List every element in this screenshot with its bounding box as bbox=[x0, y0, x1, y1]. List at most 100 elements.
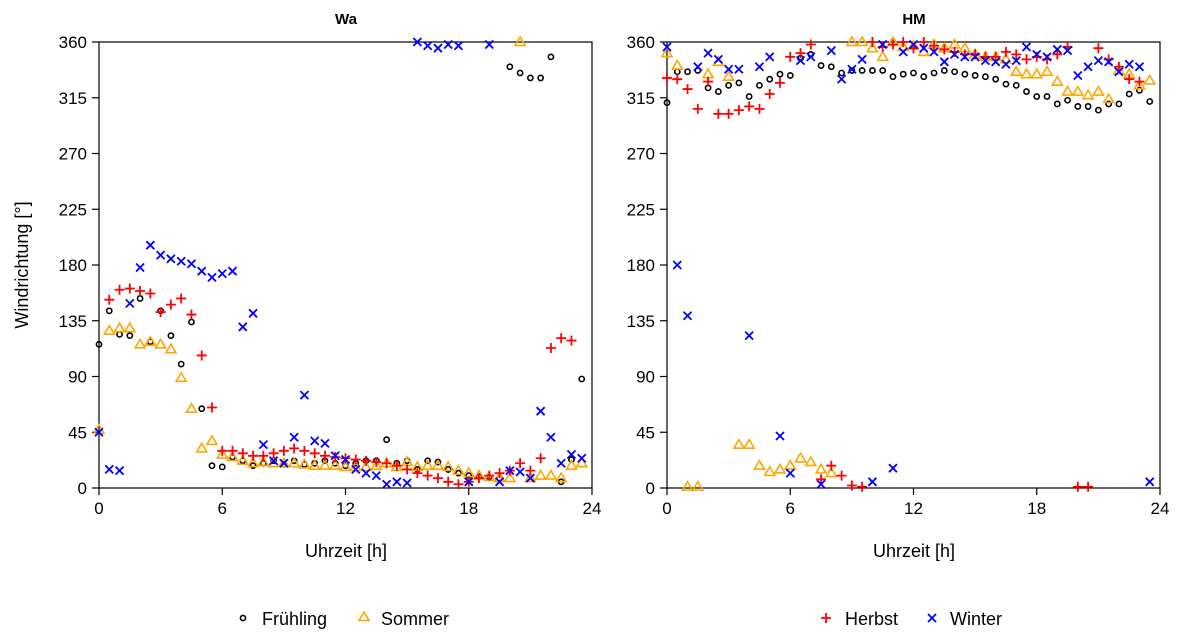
data-point bbox=[878, 39, 888, 50]
data-point bbox=[1134, 62, 1145, 72]
data-points bbox=[92, 35, 589, 490]
data-point bbox=[123, 321, 137, 333]
data-point bbox=[1050, 75, 1064, 86]
data-point bbox=[745, 93, 753, 100]
data-point bbox=[866, 41, 879, 53]
data-point bbox=[287, 456, 301, 468]
data-point bbox=[1009, 65, 1023, 77]
data-point bbox=[526, 74, 534, 82]
x-tick-label: 6 bbox=[786, 499, 795, 518]
data-point bbox=[970, 52, 980, 62]
data-point bbox=[298, 457, 311, 469]
data-point bbox=[114, 466, 125, 476]
data-point bbox=[166, 254, 176, 264]
data-point bbox=[691, 480, 705, 492]
data-point bbox=[516, 69, 524, 77]
data-point bbox=[320, 438, 330, 449]
y-tick-label: 135 bbox=[627, 312, 655, 331]
x-tick-label: 0 bbox=[662, 499, 671, 518]
data-point bbox=[544, 469, 558, 480]
data-point bbox=[1104, 57, 1114, 67]
data-point bbox=[195, 441, 209, 453]
data-point bbox=[681, 480, 694, 492]
data-point bbox=[714, 88, 722, 95]
y-tick-label: 225 bbox=[627, 200, 655, 219]
data-point bbox=[867, 477, 878, 487]
data-point bbox=[340, 454, 351, 465]
data-point bbox=[113, 321, 126, 333]
data-point bbox=[1072, 481, 1083, 492]
data-point bbox=[735, 79, 743, 87]
data-point bbox=[205, 434, 219, 446]
data-point bbox=[154, 337, 168, 349]
data-point bbox=[888, 463, 898, 473]
data-point bbox=[1124, 59, 1134, 69]
data-point bbox=[670, 58, 684, 70]
data-point bbox=[104, 294, 115, 305]
data-point bbox=[1011, 49, 1022, 60]
data-point bbox=[949, 49, 960, 60]
data-point bbox=[248, 450, 259, 461]
data-point bbox=[126, 332, 134, 340]
data-point bbox=[513, 35, 527, 47]
data-point bbox=[992, 75, 1000, 83]
data-point bbox=[577, 453, 587, 463]
y-tick-label: 270 bbox=[59, 145, 87, 164]
x-tick-label: 18 bbox=[1027, 499, 1046, 518]
data-point bbox=[116, 330, 123, 338]
legend-label-fruehling: Frühling bbox=[262, 609, 327, 629]
panel-title: Wa bbox=[335, 11, 358, 28]
data-point bbox=[402, 464, 413, 475]
y-tick-label: 90 bbox=[68, 368, 87, 387]
data-point bbox=[785, 51, 796, 62]
data-point bbox=[846, 480, 857, 491]
x-tick-label: 6 bbox=[218, 499, 227, 518]
data-point bbox=[817, 62, 825, 69]
data-point bbox=[867, 37, 878, 47]
data-point bbox=[1032, 49, 1042, 60]
data-point bbox=[1052, 44, 1062, 55]
data-point bbox=[1124, 74, 1135, 85]
data-point bbox=[536, 406, 546, 416]
legend-right: Herbst Winter bbox=[821, 609, 1002, 629]
data-point bbox=[289, 432, 299, 442]
data-point bbox=[756, 81, 763, 89]
data-point bbox=[207, 272, 217, 283]
data-point bbox=[371, 456, 382, 467]
y-tick-label: 225 bbox=[59, 200, 87, 219]
data-point bbox=[692, 103, 703, 114]
data-point bbox=[104, 464, 114, 475]
y-tick-label: 180 bbox=[627, 256, 655, 275]
data-point bbox=[930, 69, 938, 77]
data-point bbox=[453, 479, 464, 490]
data-point bbox=[1062, 46, 1073, 56]
data-point bbox=[462, 466, 476, 478]
data-point bbox=[1146, 98, 1154, 105]
data-point bbox=[188, 318, 195, 326]
data-point bbox=[773, 462, 787, 474]
data-point bbox=[237, 448, 248, 459]
data-point bbox=[350, 454, 361, 465]
data-point bbox=[827, 63, 835, 71]
data-point bbox=[391, 460, 402, 471]
data-point bbox=[402, 478, 412, 488]
data-point bbox=[383, 436, 390, 444]
data-point bbox=[441, 460, 455, 472]
data-point bbox=[289, 443, 300, 454]
x-tick-label: 12 bbox=[904, 499, 923, 518]
data-point bbox=[136, 295, 144, 302]
data-point bbox=[455, 469, 462, 477]
y-tick-label: 45 bbox=[68, 423, 87, 442]
data-point bbox=[753, 459, 766, 471]
data-point bbox=[422, 470, 433, 481]
legend-label-winter: Winter bbox=[950, 609, 1002, 629]
data-point bbox=[155, 307, 166, 318]
data-point bbox=[1145, 477, 1155, 487]
x-axis-label: Uhrzeit [h] bbox=[873, 541, 955, 561]
data-point bbox=[299, 390, 310, 400]
legend-label-sommer: Sommer bbox=[381, 609, 449, 629]
data-point bbox=[1091, 84, 1105, 96]
data-point bbox=[503, 471, 517, 483]
series-herbst bbox=[104, 283, 577, 490]
data-point bbox=[124, 283, 135, 294]
